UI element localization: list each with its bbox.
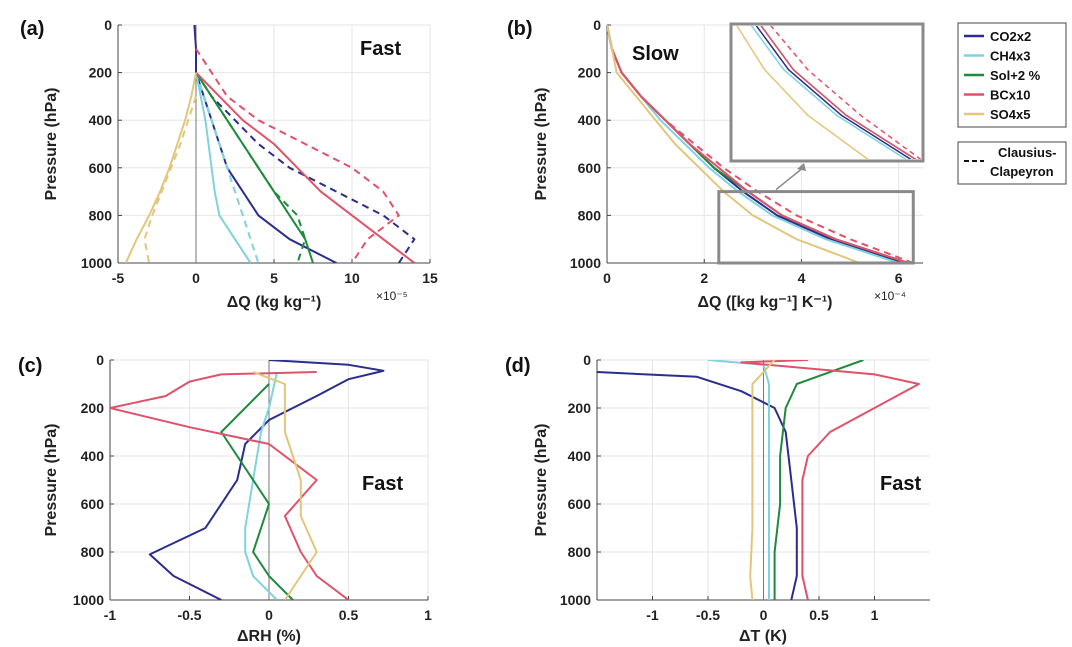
x-tick-label: 0 [265, 607, 273, 623]
panel-label: (c) [18, 355, 42, 377]
panel-label: (a) [20, 18, 44, 40]
x-tick-label: 0 [603, 270, 611, 286]
legend-label-ch4x3: CH4x3 [990, 49, 1030, 64]
x-axis-label: ΔQ (kg kg⁻¹) [227, 294, 322, 311]
y-tick-label: 0 [104, 17, 112, 33]
y-tick-label: 600 [578, 160, 602, 176]
x-tick-label: 1 [424, 607, 432, 623]
y-axis-label: Pressure (hPa) [43, 424, 60, 537]
legend: CO2x2 CH4x3 Sol+2 % BCx10 SO4x5 Clausius- Cl… [958, 23, 1066, 184]
series-group [110, 360, 384, 600]
y-tick-label: 600 [89, 160, 113, 176]
y-tick-label: 800 [81, 544, 105, 560]
x-axis-label: ΔQ ([kg kg⁻¹] K⁻¹) [697, 294, 832, 311]
x-tick-label: -0.5 [177, 607, 201, 623]
x-tick-label: -5 [112, 270, 125, 286]
x-tick-label: 2 [700, 270, 708, 286]
y-tick-label: 0 [593, 17, 601, 33]
series-co2x2-solid-line [194, 25, 336, 263]
panel-a: (a) Fast ΔQ (kg kg⁻¹) Pressure (hPa) ×10… [20, 17, 438, 311]
panel-annotation: Fast [880, 473, 921, 495]
x-tick-label: 0.5 [339, 607, 359, 623]
x-axis-label: ΔRH (%) [237, 628, 301, 645]
y-tick-label: 600 [568, 496, 592, 512]
y-tick-label: 1000 [560, 592, 591, 608]
y-tick-label: 0 [96, 352, 104, 368]
y-tick-label: 1000 [81, 255, 112, 271]
y-tick-label: 200 [568, 400, 592, 416]
legend-cc-label-line1: Clausius- [998, 145, 1057, 160]
y-tick-label: 400 [568, 448, 592, 464]
zoom-inset [621, 0, 923, 161]
y-tick-label: 200 [578, 65, 602, 81]
y-tick-label: 800 [578, 207, 602, 223]
series-co2x2-solid-line [597, 372, 797, 600]
x-tick-label: 6 [895, 270, 903, 286]
x-tick-label: 0.5 [809, 607, 829, 623]
x-axis-label: ΔT (K) [739, 628, 787, 645]
legend-label-sol-2: Sol+2 % [990, 68, 1041, 83]
x-multiplier: ×10⁻⁵ [376, 289, 408, 303]
y-tick-label: 800 [89, 207, 113, 223]
x-tick-label: 5 [270, 270, 278, 286]
y-tick-label: 400 [81, 448, 105, 464]
panel-annotation: Fast [362, 473, 403, 495]
series-ch4x3-solid-line [708, 360, 769, 600]
series-sol-2-solid-line [221, 384, 293, 600]
panel-annotation: Fast [360, 38, 401, 60]
y-tick-label: 1000 [73, 592, 104, 608]
zoom-arrow [776, 167, 804, 190]
panel-b: (b) Slow ΔQ ([kg kg⁻¹] K⁻¹) Pressure (hP… [507, 0, 923, 311]
y-tick-label: 200 [89, 65, 113, 81]
x-tick-label: 0 [760, 607, 768, 623]
y-axis-label: Pressure (hPa) [43, 88, 60, 201]
x-multiplier: ×10⁻⁴ [874, 289, 906, 303]
y-axis-label: Pressure (hPa) [533, 424, 550, 537]
x-tick-label: -0.5 [696, 607, 720, 623]
x-tick-label: -1 [646, 607, 659, 623]
panel-annotation: Slow [632, 43, 679, 65]
y-tick-label: 800 [568, 544, 592, 560]
legend-cc-label-line2: Clapeyron [990, 164, 1054, 179]
panel-label: (b) [507, 18, 533, 40]
series-so4x5-dashed-line [145, 96, 197, 263]
panel-c: (c) Fast ΔRH (%) Pressure (hPa) -1 -0.5 0 0… [18, 352, 432, 645]
x-tick-label: 1 [871, 607, 879, 623]
y-tick-label: 600 [81, 496, 105, 512]
series-bcx10-solid-line [110, 372, 349, 600]
y-axis-label: Pressure (hPa) [533, 88, 550, 201]
zoom-inset-frame [731, 24, 923, 161]
series-group [126, 25, 415, 263]
x-tick-label: 15 [422, 270, 438, 286]
legend-label-so4x5: SO4x5 [990, 107, 1030, 122]
x-tick-label: -1 [104, 607, 117, 623]
y-tick-label: 0 [583, 352, 591, 368]
y-tick-label: 400 [578, 112, 602, 128]
x-tick-label: 10 [344, 270, 360, 286]
y-tick-label: 200 [81, 400, 105, 416]
panel-d: (d) Fast ΔT (K) Pressure (hPa) -1 -0.5 0 0.… [505, 352, 930, 645]
legend-label-bcx10: BCx10 [990, 88, 1030, 103]
series-bcx10-dashed-line [196, 49, 399, 263]
series-group [597, 360, 919, 600]
series-so4x5-solid-line [750, 360, 774, 600]
panel-label: (d) [505, 355, 531, 377]
x-tick-label: 0 [192, 270, 200, 286]
legend-label-co2x2: CO2x2 [990, 29, 1031, 44]
x-tick-label: 4 [798, 270, 806, 286]
y-tick-label: 400 [89, 112, 113, 128]
y-tick-label: 1000 [570, 255, 601, 271]
